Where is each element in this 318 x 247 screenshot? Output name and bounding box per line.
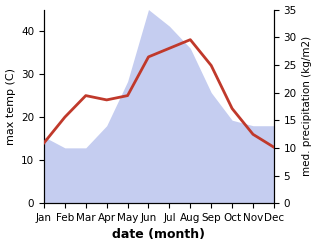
X-axis label: date (month): date (month) — [113, 228, 205, 242]
Y-axis label: max temp (C): max temp (C) — [5, 68, 16, 145]
Y-axis label: med. precipitation (kg/m2): med. precipitation (kg/m2) — [302, 36, 313, 176]
